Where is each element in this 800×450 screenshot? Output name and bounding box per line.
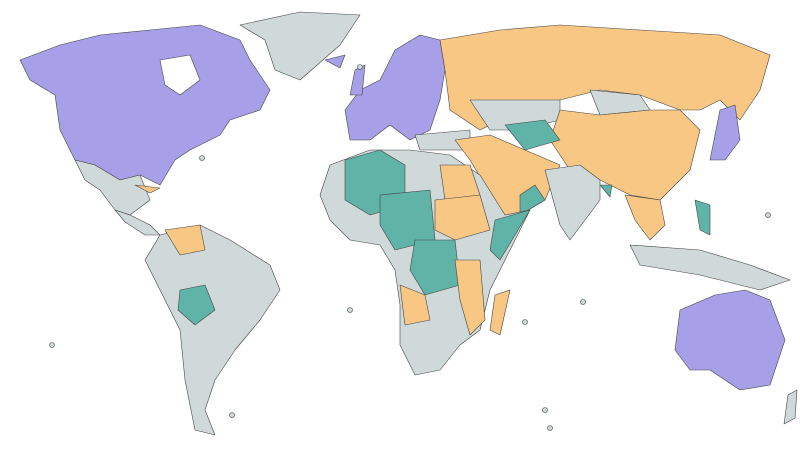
iceland (324, 54, 346, 69)
somalia (489, 209, 531, 261)
hudson-bay (159, 54, 201, 96)
angola (399, 284, 431, 326)
island (542, 407, 548, 413)
uk (349, 64, 366, 96)
island (547, 425, 553, 431)
bangladesh (599, 184, 613, 198)
island (580, 299, 586, 305)
island (347, 307, 353, 313)
australia (674, 289, 786, 391)
europe (344, 34, 446, 141)
madagascar (489, 289, 511, 336)
island (229, 412, 235, 418)
east-africa (454, 259, 486, 336)
cuba (134, 184, 161, 194)
central-america (114, 209, 161, 236)
congo (409, 239, 461, 296)
island (522, 319, 528, 325)
japan (709, 104, 741, 161)
island (49, 342, 55, 348)
china (549, 109, 701, 201)
island (199, 155, 205, 161)
philippines (694, 199, 711, 236)
canada-usa (19, 24, 271, 186)
india (544, 164, 601, 241)
mexico (74, 159, 151, 216)
bolivia (177, 284, 216, 326)
island (765, 212, 771, 218)
sudan (434, 194, 491, 241)
central-asia (504, 119, 561, 151)
greenland (239, 11, 361, 81)
venezuela (164, 224, 206, 256)
southeast-asia (624, 194, 666, 241)
oman (519, 184, 546, 216)
island (357, 64, 363, 70)
new-zealand (783, 389, 798, 425)
south-america (144, 224, 281, 436)
indonesia (629, 244, 791, 291)
egypt (439, 164, 481, 201)
